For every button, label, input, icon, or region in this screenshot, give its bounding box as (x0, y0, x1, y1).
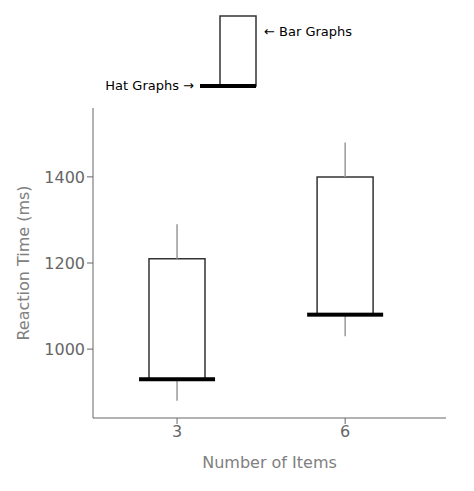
svg-text:1000: 1000 (44, 340, 85, 359)
svg-text:6: 6 (340, 422, 350, 441)
svg-text:← Bar Graphs: ← Bar Graphs (264, 24, 352, 39)
svg-text:1400: 1400 (44, 168, 85, 187)
svg-text:3: 3 (172, 422, 182, 441)
svg-text:1200: 1200 (44, 254, 85, 273)
svg-text:Number of Items: Number of Items (202, 453, 337, 472)
svg-text:Hat Graphs →: Hat Graphs → (105, 78, 194, 93)
svg-text:Reaction Time (ms): Reaction Time (ms) (14, 185, 33, 340)
